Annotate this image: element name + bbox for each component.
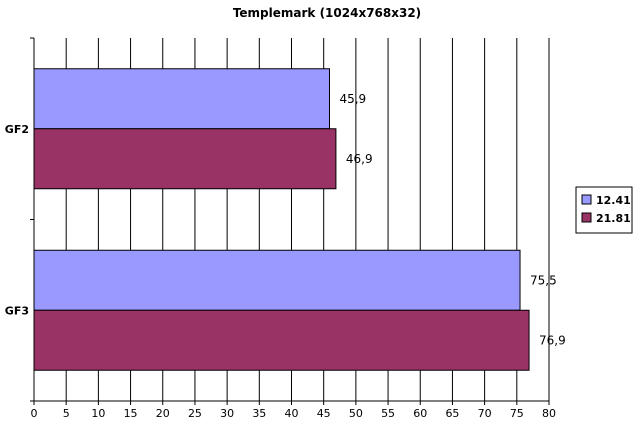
x-axis-ticks: 0 5 10 15 20 25 30 35 40 45 50 55 60 65 70 75 80 <box>31 401 556 420</box>
x-tick-label-13: 65 <box>445 407 459 420</box>
data-label-gf2-12-41: 45,9 <box>339 92 366 106</box>
x-tick-label-16: 80 <box>542 407 556 420</box>
x-tick-label-3: 15 <box>124 407 138 420</box>
x-tick-label-6: 30 <box>220 407 234 420</box>
bar-gf2-21-81 <box>33 128 337 190</box>
x-tick-label-11: 55 <box>381 407 395 420</box>
x-tick-label-9: 45 <box>317 407 331 420</box>
legend-label-21-81: 21.81 <box>596 212 631 225</box>
x-tick-label-14: 70 <box>478 407 492 420</box>
chart-title: Templemark (1024x768x32) <box>233 6 421 20</box>
x-tick-label-2: 10 <box>91 407 105 420</box>
y-axis-categories: GF2 GF3 <box>5 123 29 318</box>
x-tick-label-1: 5 <box>63 407 70 420</box>
x-tick-label-4: 20 <box>156 407 170 420</box>
category-label-gf2: GF2 <box>5 123 29 136</box>
x-tick-label-12: 60 <box>413 407 427 420</box>
legend-swatch-12-41 <box>581 194 592 205</box>
category-label-gf3: GF3 <box>5 304 29 317</box>
x-tick-label-8: 40 <box>285 407 299 420</box>
legend-label-12-41: 12.41 <box>596 194 631 207</box>
data-label-gf3-12-41: 75,5 <box>530 273 557 287</box>
x-tick-label-10: 50 <box>349 407 363 420</box>
bars: 45,9 46,9 75,5 76,9 <box>33 68 566 371</box>
bar-gf2-12-41 <box>33 68 330 130</box>
data-label-gf3-21-81: 76,9 <box>539 333 566 347</box>
bar-gf3-21-81 <box>33 309 530 371</box>
legend: 12.41 21.81 <box>575 186 633 234</box>
x-tick-label-15: 75 <box>510 407 524 420</box>
x-tick-label-7: 35 <box>252 407 266 420</box>
legend-swatch-21-81 <box>581 212 592 223</box>
bar-gf3-12-41 <box>33 249 521 311</box>
data-label-gf2-21-81: 46,9 <box>346 152 373 166</box>
x-tick-label-5: 25 <box>188 407 202 420</box>
x-tick-label-0: 0 <box>31 407 38 420</box>
